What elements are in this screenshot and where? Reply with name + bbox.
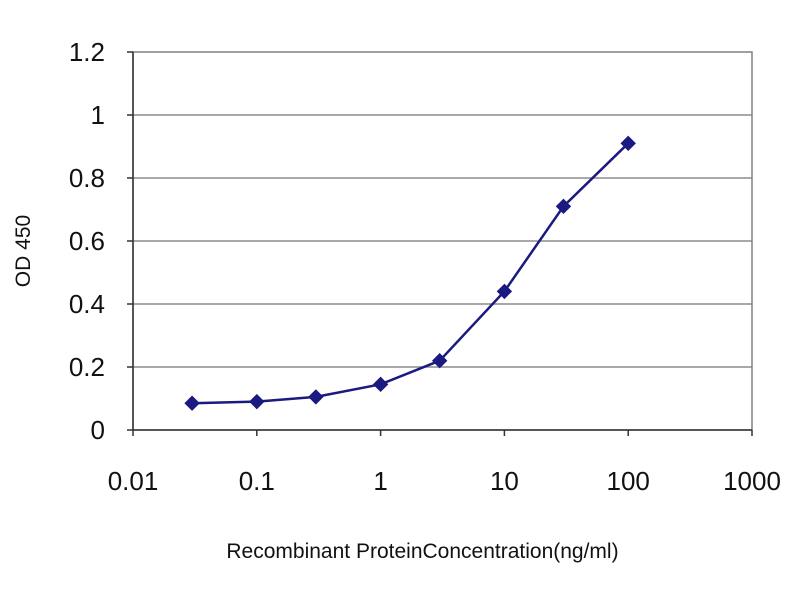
y-tick-label: 1: [91, 100, 105, 130]
x-tick-label: 1: [373, 466, 387, 496]
grid-lines: [133, 114, 752, 368]
y-tick-label: 0: [91, 415, 105, 445]
y-tick-label: 0.2: [69, 352, 105, 382]
x-axis-label: Recombinant ProteinConcentration(ng/ml): [226, 540, 618, 563]
data-point-marker: [249, 393, 265, 410]
data-point-marker: [372, 376, 389, 393]
y-tick-label: 0.8: [69, 163, 105, 193]
data-point-marker: [496, 283, 513, 300]
x-tick-label: 1000: [723, 466, 781, 496]
data-point-marker: [308, 389, 324, 405]
x-tick-label: 0.01: [108, 466, 159, 496]
y-tick-labels: 0 0.2 0.4 0.6 0.8 1 1.2: [69, 37, 105, 445]
data-point-marker: [620, 135, 636, 152]
y-tick-label: 1.2: [69, 37, 105, 67]
y-axis-label: OD 450: [12, 215, 35, 287]
x-tick-label: 100: [607, 466, 650, 496]
series-layer: [184, 135, 636, 411]
y-tick-label: 0.4: [69, 289, 105, 319]
axes: [127, 51, 753, 436]
series-line: [192, 142, 630, 405]
x-tick-label: 10: [490, 466, 519, 496]
x-tick-labels: 0.01 0.1 1 10 100 1000: [108, 466, 781, 496]
y-tick-label: 0.6: [69, 226, 105, 256]
data-point-marker: [555, 198, 572, 215]
x-tick-label: 0.1: [239, 466, 275, 496]
data-point-marker: [431, 352, 448, 369]
data-point-marker: [184, 395, 200, 411]
